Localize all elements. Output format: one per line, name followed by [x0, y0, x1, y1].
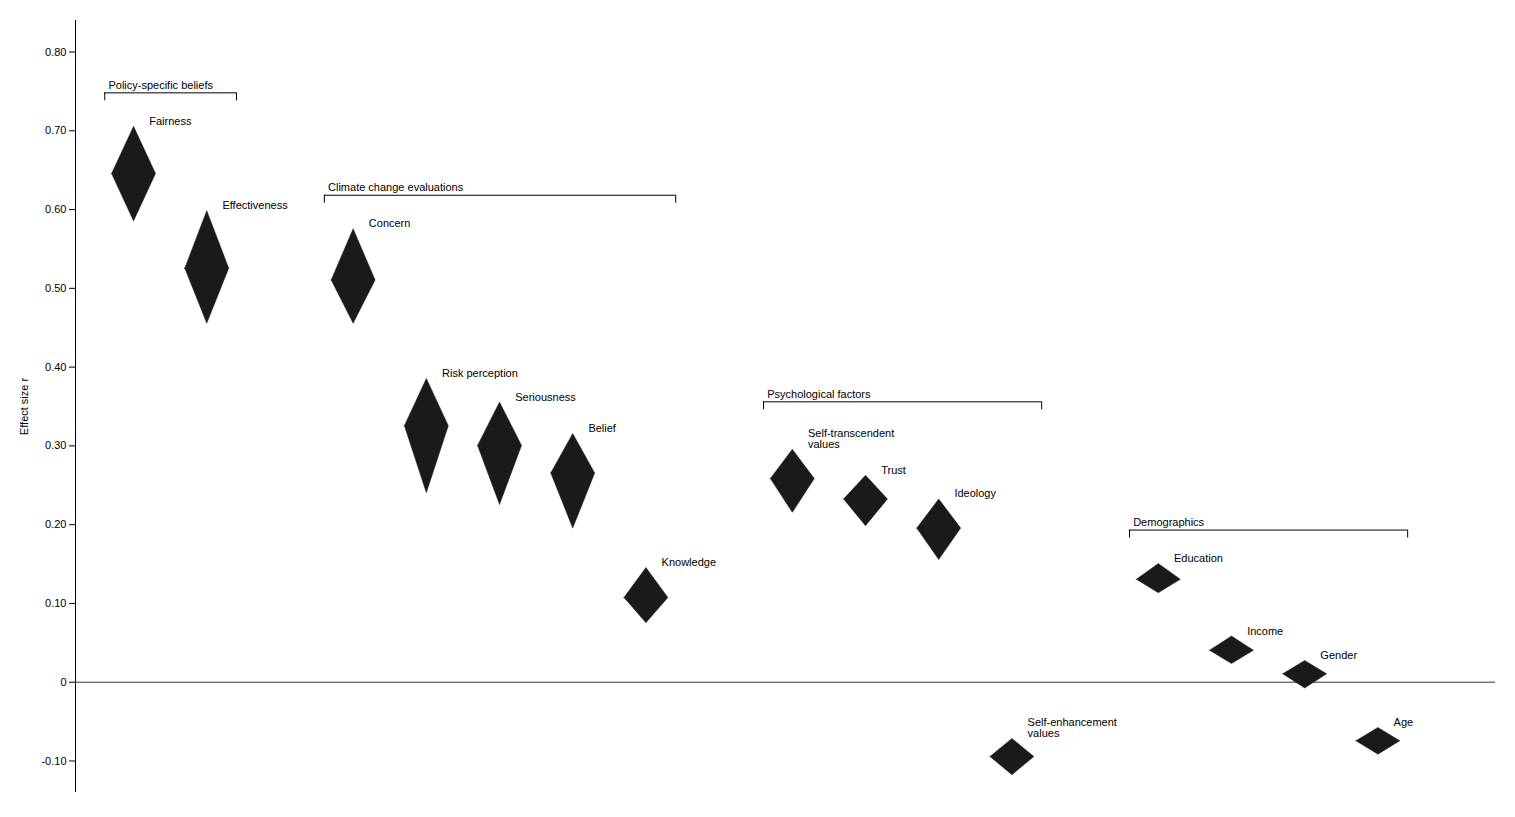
svg-text:0.60: 0.60: [45, 203, 66, 215]
svg-text:-0.10: -0.10: [41, 755, 66, 767]
svg-text:0.40: 0.40: [45, 361, 66, 373]
svg-text:Ideology: Ideology: [954, 487, 996, 499]
svg-text:Knowledge: Knowledge: [662, 556, 716, 568]
svg-text:Income: Income: [1247, 625, 1283, 637]
svg-text:0.70: 0.70: [45, 124, 66, 136]
svg-text:Self-transcendentvalues: Self-transcendentvalues: [808, 427, 894, 450]
svg-text:0.30: 0.30: [45, 439, 66, 451]
svg-text:Trust: Trust: [881, 464, 906, 476]
svg-text:Effectiveness: Effectiveness: [222, 199, 288, 211]
svg-text:Demographics: Demographics: [1133, 516, 1204, 528]
svg-text:Policy-specific beliefs: Policy-specific beliefs: [108, 79, 213, 91]
svg-text:Age: Age: [1394, 716, 1414, 728]
svg-text:Concern: Concern: [369, 217, 411, 229]
svg-text:Climate change evaluations: Climate change evaluations: [328, 181, 464, 193]
svg-text:0.50: 0.50: [45, 282, 66, 294]
svg-text:Self-enhancementvalues: Self-enhancementvalues: [1028, 716, 1117, 739]
svg-text:Risk perception: Risk perception: [442, 367, 518, 379]
svg-text:0: 0: [60, 676, 66, 688]
svg-text:Fairness: Fairness: [149, 115, 192, 127]
svg-text:0.80: 0.80: [45, 46, 66, 58]
svg-text:Belief: Belief: [588, 422, 616, 434]
svg-text:Psychological factors: Psychological factors: [767, 388, 871, 400]
svg-text:Effect size r: Effect size r: [18, 378, 30, 436]
svg-text:Education: Education: [1174, 552, 1223, 564]
svg-text:0.10: 0.10: [45, 597, 66, 609]
svg-text:Seriousness: Seriousness: [515, 391, 576, 403]
svg-text:0.20: 0.20: [45, 518, 66, 530]
svg-text:Gender: Gender: [1320, 649, 1357, 661]
